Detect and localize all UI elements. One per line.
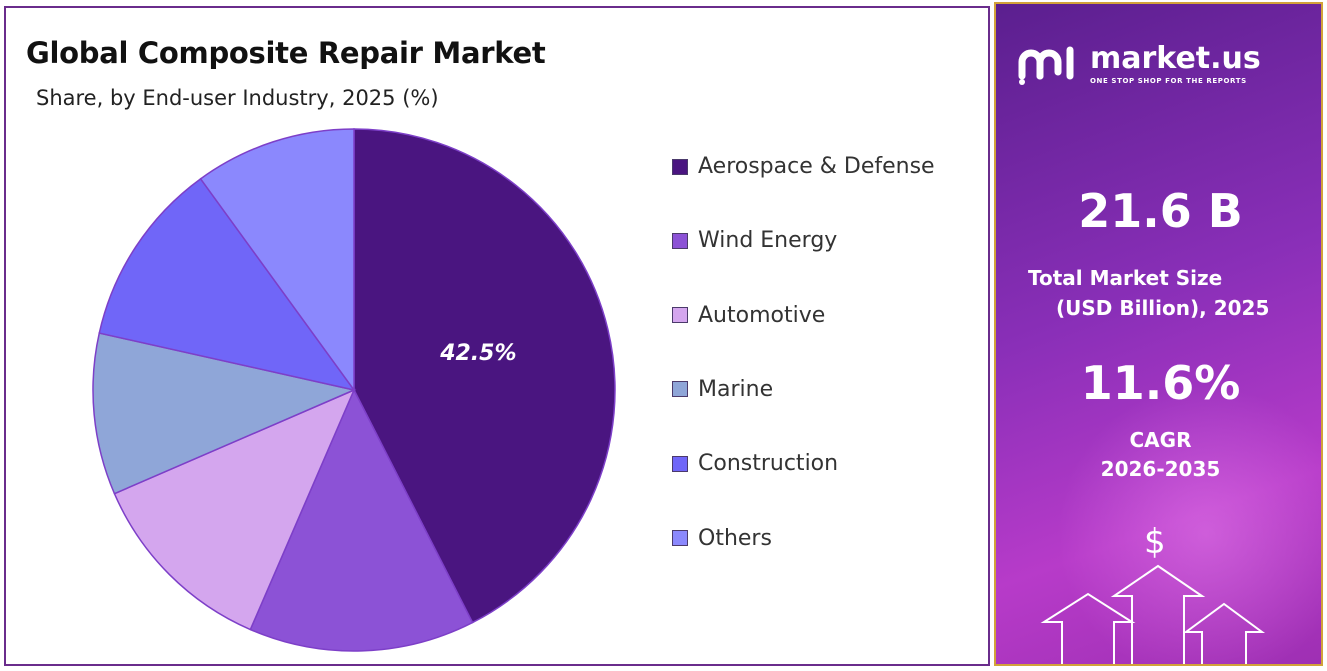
pie-slice-marine [92, 332, 357, 495]
cagr-label: CAGR [1129, 428, 1192, 452]
market-size-value: 21.6 B [1078, 184, 1243, 238]
legend-swatch [672, 381, 688, 398]
market-size-label-line1: Total Market Size [1028, 266, 1223, 290]
chart-panel: Global Composite Repair Market Share, by… [4, 6, 990, 666]
brand-logo: market.us ONE STOP SHOP FOR THE REPORTS [1016, 42, 1261, 86]
legend-label: Aerospace & Defense [698, 154, 935, 179]
legend-item: Automotive [672, 303, 825, 328]
legend-item: Wind Energy [672, 228, 837, 253]
cagr-period: 2026-2035 [1100, 457, 1221, 481]
chart-subtitle: Share, by End-user Industry, 2025 (%) [36, 86, 439, 110]
legend-label: Wind Energy [698, 228, 838, 254]
pie-slice-aerospace-defense [353, 128, 616, 624]
market-size-label-line2: (USD Billion), 2025 [1056, 296, 1270, 320]
pie-slice-automotive [113, 388, 356, 631]
growth-arrows-icon [1040, 564, 1266, 664]
legend-item: Construction [672, 451, 838, 476]
cagr-value: 11.6% [1080, 356, 1241, 410]
legend-item: Marine [672, 377, 773, 402]
dollar-icon: $ [1144, 522, 1166, 562]
legend-swatch [672, 307, 688, 324]
slice-data-label: 42.5% [439, 341, 516, 366]
legend-swatch [672, 455, 688, 472]
legend-label: Automotive [698, 302, 826, 328]
legend-label: Marine [698, 376, 774, 402]
chart-title: Global Composite Repair Market [26, 36, 546, 70]
legend-swatch [672, 232, 688, 249]
pie-slice-construction [98, 177, 356, 392]
pie-chart: 42.5% [92, 128, 616, 652]
legend-swatch [672, 158, 688, 175]
summary-panel: market.us ONE STOP SHOP FOR THE REPORTS … [994, 2, 1323, 666]
pie-slice-others [199, 128, 355, 393]
legend-label: Others [698, 525, 772, 551]
brand-tagline: ONE STOP SHOP FOR THE REPORTS [1090, 76, 1247, 85]
legend-item: Others [672, 526, 772, 551]
legend-label: Construction [698, 451, 839, 477]
legend-item: Aerospace & Defense [672, 154, 935, 179]
pie-slice-wind-energy [249, 388, 474, 652]
market-us-logo-icon [1018, 46, 1074, 85]
legend-swatch [672, 530, 688, 546]
background-glow [1056, 384, 1321, 664]
brand-name: market.us [1090, 40, 1261, 76]
